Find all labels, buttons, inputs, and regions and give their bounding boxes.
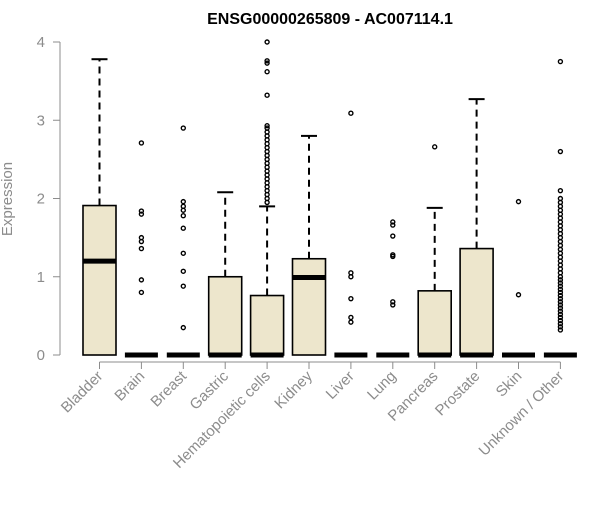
outlier-7-5 [390,222,396,228]
outlier-11-6 [557,308,564,314]
y-tick-label-3: 3 [37,112,45,129]
box-group-0 [82,58,117,356]
outlier-11-39 [557,148,564,155]
x-tick-label-6: Liver [323,368,358,403]
outlier-8-0 [432,144,438,150]
outlier-11-38 [557,187,564,194]
y-tick-label-4: 4 [37,34,45,51]
outlier-4-24 [264,58,270,64]
outlier-1-2 [138,245,145,252]
box-group-6 [334,110,368,358]
box-9 [459,247,494,356]
box-group-4 [249,39,285,358]
outlier-6-2 [348,295,354,302]
y-axis: 0 1 2 3 4 [37,34,61,364]
box-3 [207,275,243,356]
x-tick-label-10: Skin [493,368,526,401]
box-group-9 [459,98,494,358]
box-8 [417,290,453,356]
x-tick-label-7: Lung [364,368,400,404]
outlier-2-4 [180,225,187,231]
outlier-7-0 [390,302,396,308]
outlier-11-1 [557,324,564,330]
outlier-2-8 [180,198,187,205]
outlier-1-1 [138,277,145,283]
outlier-7-4 [390,233,396,239]
outlier-11-12 [557,289,564,296]
outlier-2-3 [180,250,187,256]
x-tick-label-0: Bladder [58,368,107,417]
chart-title: ENSG00000265809 - AC007114.1 [207,11,453,28]
x-tick-label-2: Breast [147,367,190,410]
outlier-11-2 [557,321,564,327]
y-tick-label-0: 0 [37,347,45,364]
box-group-5 [291,134,327,356]
outlier-11-14 [557,283,564,289]
y-tick-label-1: 1 [37,269,45,286]
outlier-11-13 [557,286,564,292]
outlier-4-20 [264,123,270,129]
outlier-7-6 [390,219,396,225]
box-4 [249,294,285,356]
box-group-8 [417,144,453,358]
box-group-10 [502,198,535,358]
outlier-1-4 [138,234,145,241]
outlier-7-3 [390,252,396,258]
outlier-2-2 [180,268,187,274]
outlier-2-9 [180,125,187,131]
y-tick-label-2: 2 [37,191,45,208]
outlier-11-5 [557,311,564,318]
outlier-11-7 [557,305,564,311]
outlier-11-3 [557,317,564,324]
outlier-11-4 [557,314,564,321]
outlier-2-0 [180,324,187,331]
box-group-7 [376,219,410,358]
box-group-1 [124,140,158,358]
x-tick-label-5: Kidney [271,367,316,412]
box-5 [291,257,327,356]
outlier-4-21 [264,92,270,98]
outlier-4-25 [264,39,270,45]
outlier-2-7 [180,203,187,210]
outlier-11-40 [557,58,564,65]
box-group-2 [166,125,200,358]
outlier-1-5 [138,211,145,217]
outlier-11-0 [557,327,564,333]
outlier-11-37 [557,195,564,202]
box-group-11 [543,58,577,358]
outlier-11-9 [557,299,564,305]
outlier-10-1 [515,198,522,205]
outlier-2-1 [180,283,187,289]
outlier-11-8 [557,302,564,308]
outlier-1-6 [138,208,145,214]
outlier-4-19 [264,125,270,131]
outlier-6-4 [348,270,354,276]
outlier-10-0 [515,292,522,298]
y-axis-label: Expression [0,162,16,236]
outlier-11-11 [557,292,564,299]
outlier-7-1 [390,299,396,305]
outlier-11-10 [557,295,564,302]
outlier-11-15 [557,280,564,286]
outlier-4-22 [264,69,270,75]
x-tick-label-1: Brain [111,368,148,405]
outlier-4-23 [264,60,270,66]
box-group-3 [207,191,243,358]
box-0 [82,204,117,356]
outlier-1-0 [138,289,145,296]
outlier-6-1 [348,314,354,321]
outlier-6-5 [348,110,354,116]
outlier-11-16 [557,277,564,283]
outlier-6-0 [348,319,354,325]
outlier-2-5 [180,213,187,219]
x-tick-label-9: Prostate [432,368,484,420]
outlier-1-7 [138,140,145,146]
plot-area [82,39,577,358]
